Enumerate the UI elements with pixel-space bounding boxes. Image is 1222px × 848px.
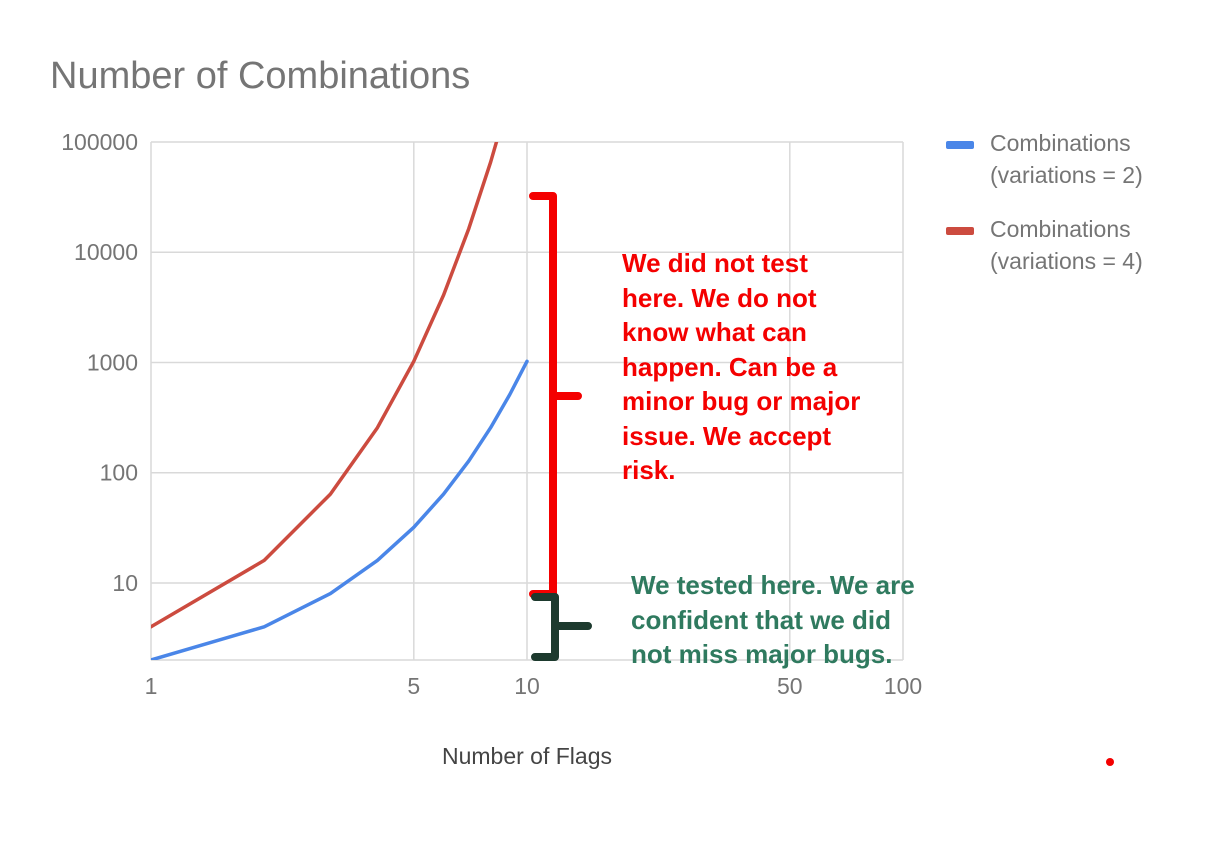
untested-brace <box>529 192 582 598</box>
x-tick-label: 5 <box>407 673 420 699</box>
chart-title: Number of Combinations <box>50 55 470 97</box>
tested-brace <box>531 593 592 661</box>
y-tick-label: 1000 <box>87 349 138 375</box>
legend: Combinations (variations = 2) Combinations… <box>946 130 1143 274</box>
x-tick-label: 1 <box>145 673 158 699</box>
x-tick-label: 100 <box>884 673 922 699</box>
tested-annotation: We tested here. We are confident that we… <box>631 570 915 669</box>
y-axis: 10 100 1000 10000 100000 <box>61 129 138 596</box>
x-tick-label: 50 <box>777 673 803 699</box>
legend-label-1: Combinations <box>990 130 1131 156</box>
series-line-1 <box>151 359 529 660</box>
grid <box>150 141 904 661</box>
series-lines <box>151 142 529 660</box>
y-tick-label: 10000 <box>74 239 138 265</box>
series-line-2 <box>151 142 499 629</box>
y-tick-label: 10 <box>112 570 138 596</box>
x-tick-label: 10 <box>514 673 540 699</box>
red-dot-mark <box>1106 758 1114 766</box>
y-tick-label: 100000 <box>61 129 138 155</box>
legend-label-2: (variations = 4) <box>990 248 1143 274</box>
untested-annotation: We did not test here. We do not know wha… <box>622 248 861 485</box>
x-axis: 1 5 10 50 100 <box>145 673 923 699</box>
legend-label-1: (variations = 2) <box>990 162 1143 188</box>
legend-label-2: Combinations <box>990 216 1131 242</box>
legend-swatch-1 <box>946 141 974 149</box>
x-axis-label: Number of Flags <box>442 743 612 769</box>
legend-swatch-2 <box>946 227 974 235</box>
y-tick-label: 100 <box>100 460 138 486</box>
